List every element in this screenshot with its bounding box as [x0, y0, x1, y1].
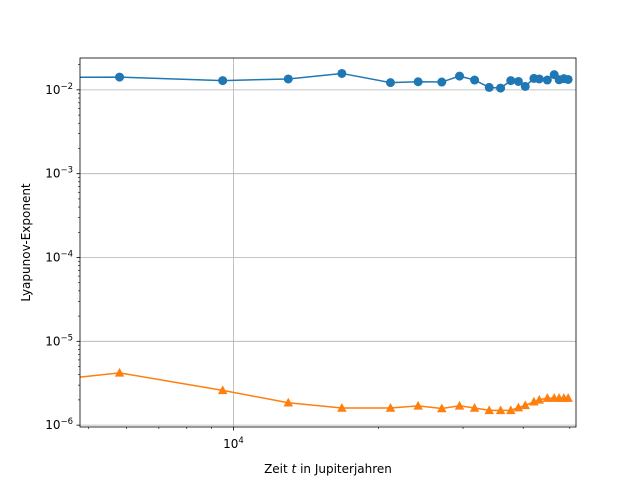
data-point: [534, 74, 544, 84]
data-point: [337, 403, 347, 412]
data-point: [484, 82, 494, 92]
y-tick-label: 10−6: [45, 417, 73, 432]
y-axis-label: Lyapunov-Exponent: [19, 183, 33, 302]
series-2-line: [80, 372, 569, 412]
plot-area: [80, 58, 576, 427]
grid-lines: [80, 58, 576, 427]
data-point: [437, 403, 447, 413]
major-ticks: [76, 89, 234, 431]
data-point: [115, 72, 125, 82]
data-point: [385, 78, 395, 88]
data-point: [495, 405, 506, 415]
y-tick-label: 10−2: [45, 82, 73, 97]
series-2: [80, 367, 573, 415]
data-point: [218, 76, 228, 86]
data-point: [563, 393, 573, 402]
y-tick-label: 10−5: [45, 333, 73, 348]
data-point: [470, 75, 480, 85]
x-axis-label: Zeit t in Jupiterjahren: [264, 462, 392, 476]
plot-frame: [79, 57, 577, 428]
data-point: [469, 403, 480, 412]
data-point: [454, 400, 465, 410]
data-point: [542, 75, 552, 85]
data-point: [520, 400, 531, 410]
data-point: [506, 405, 516, 415]
y-tick-label: 10−4: [45, 250, 73, 265]
data-point: [513, 76, 523, 86]
data-point: [520, 81, 530, 91]
data-point: [542, 393, 553, 402]
data-point: [337, 68, 347, 78]
data-point: [385, 403, 396, 412]
data-point: [283, 74, 293, 84]
data-point: [455, 71, 465, 81]
data-point: [534, 394, 545, 404]
data-point: [437, 77, 447, 87]
series-layer: [80, 68, 573, 415]
data-point: [114, 367, 125, 377]
data-point: [217, 385, 228, 395]
y-tick-label: 10−3: [45, 166, 73, 181]
data-point: [484, 405, 494, 415]
data-point: [563, 74, 573, 84]
data-point: [413, 400, 423, 410]
x-tick-label: 104: [223, 436, 244, 451]
data-point: [283, 397, 294, 407]
data-point: [496, 83, 506, 93]
data-point: [413, 77, 423, 87]
tick-labels: 104 10−2 10−3 10−4 10−5 10−6: [45, 82, 244, 451]
series-1: [80, 68, 573, 93]
data-point: [506, 76, 516, 86]
